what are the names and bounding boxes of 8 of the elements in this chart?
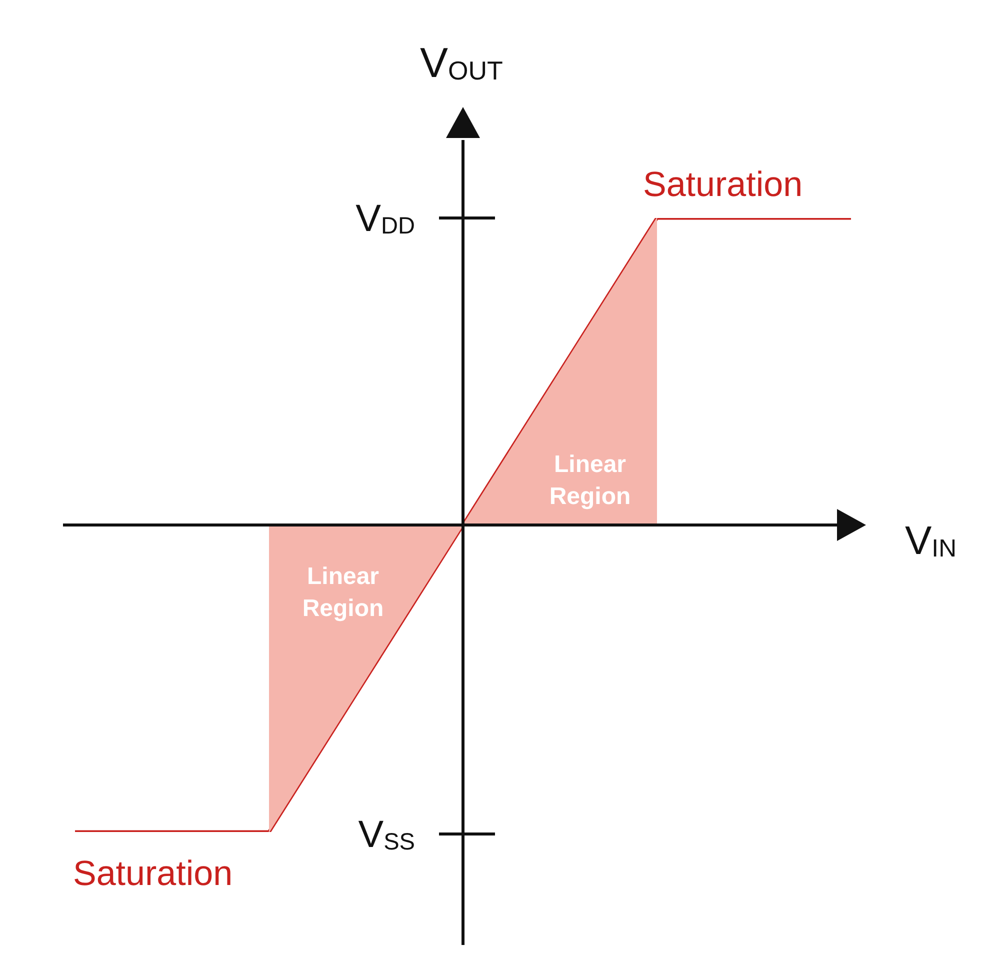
annotation: VDD <box>356 198 416 240</box>
x-axis-title: VIN <box>905 519 956 563</box>
y-axis-title: VOUT <box>420 39 504 86</box>
annotation: Saturation <box>643 165 803 204</box>
annotation: VSS <box>358 814 416 856</box>
annotation: Saturation <box>73 854 233 893</box>
annotation: Linear Region <box>549 451 631 510</box>
annotation: Linear Region <box>302 563 384 622</box>
